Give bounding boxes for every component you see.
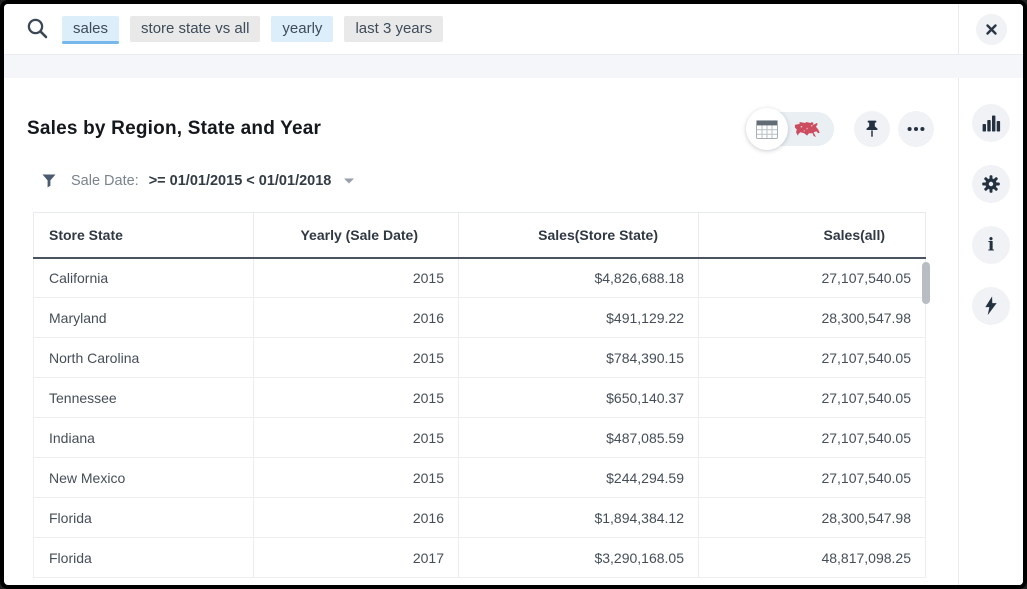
- top-bar: sales store state vs all yearly last 3 y…: [4, 4, 1023, 54]
- filter-row: Sale Date: >= 01/01/2015 < 01/01/2018: [27, 168, 958, 194]
- cell-store-state[interactable]: Florida: [33, 497, 254, 538]
- divider-band: [4, 54, 1023, 78]
- table-row[interactable]: Maryland 2016 $491,129.22 28,300,547.98: [33, 297, 926, 338]
- table-row[interactable]: Florida 2017 $3,290,168.05 48,817,098.25: [33, 537, 926, 578]
- cell-store-state[interactable]: New Mexico: [33, 457, 254, 498]
- cell-value[interactable]: 2015: [253, 257, 459, 298]
- lightning-bolt-icon: [980, 295, 1002, 317]
- table-row[interactable]: New Mexico 2015 $244,294.59 27,107,540.05: [33, 457, 926, 498]
- cell-value[interactable]: $491,129.22: [458, 297, 699, 338]
- table-grid-icon: [756, 119, 778, 139]
- cell-value[interactable]: 2017: [253, 537, 459, 578]
- cell-store-state[interactable]: California: [33, 257, 254, 298]
- pin-button[interactable]: [854, 111, 890, 147]
- table-body: California 2015 $4,826,688.18 27,107,540.05…: [33, 257, 926, 578]
- cell-value[interactable]: $4,826,688.18: [458, 257, 699, 298]
- table-row[interactable]: North Carolina 2015 $784,390.15 27,107,540.…: [33, 337, 926, 378]
- cell-value[interactable]: 2015: [253, 377, 459, 418]
- cell-value[interactable]: 2015: [253, 337, 459, 378]
- main-area: Sales by Region, State and Year: [4, 78, 1023, 585]
- results-table-wrap: Store State Yearly (Sale Date) Sales(Sto…: [33, 212, 930, 578]
- cell-store-state[interactable]: North Carolina: [33, 337, 254, 378]
- cell-value[interactable]: $244,294.59: [458, 457, 699, 498]
- cell-value[interactable]: 27,107,540.05: [698, 457, 926, 498]
- pin-icon: [861, 118, 883, 140]
- cell-value[interactable]: 27,107,540.05: [698, 417, 926, 458]
- cell-value[interactable]: 2015: [253, 457, 459, 498]
- answer-toolbar: [746, 108, 934, 150]
- table-view-button[interactable]: [746, 108, 788, 150]
- cell-value[interactable]: $487,085.59: [458, 417, 699, 458]
- chart-panel-button[interactable]: [972, 104, 1010, 142]
- answer-panel: Sales by Region, State and Year: [4, 78, 958, 585]
- column-header-sales-store-state[interactable]: Sales(Store State): [458, 212, 699, 259]
- table-row[interactable]: California 2015 $4,826,688.18 27,107,540.05: [33, 257, 926, 298]
- table-row[interactable]: Florida 2016 $1,894,384.12 28,300,547.98: [33, 497, 926, 538]
- cell-value[interactable]: 27,107,540.05: [698, 257, 926, 298]
- filter-value[interactable]: >= 01/01/2015 < 01/01/2018: [148, 173, 332, 189]
- usa-map-icon: [794, 121, 822, 138]
- search-icon: [26, 17, 50, 41]
- svg-text:i: i: [988, 236, 995, 256]
- cell-value[interactable]: 28,300,547.98: [698, 497, 926, 538]
- settings-button[interactable]: [972, 165, 1010, 203]
- filter-funnel-icon: [42, 174, 56, 188]
- table-row[interactable]: Indiana 2015 $487,085.59 27,107,540.05: [33, 417, 926, 458]
- cell-value[interactable]: 27,107,540.05: [698, 377, 926, 418]
- cell-value[interactable]: $784,390.15: [458, 337, 699, 378]
- bar-chart-icon: [980, 112, 1002, 134]
- search-token-yearly[interactable]: yearly: [271, 16, 334, 42]
- cell-value[interactable]: $650,140.37: [458, 377, 699, 418]
- more-options-button[interactable]: [898, 111, 934, 147]
- spotiq-button[interactable]: [972, 287, 1010, 325]
- chevron-down-icon[interactable]: [344, 178, 355, 184]
- column-header-store-state[interactable]: Store State: [33, 212, 254, 259]
- cell-value[interactable]: 2015: [253, 417, 459, 458]
- column-header-yearly-sale-date[interactable]: Yearly (Sale Date): [253, 212, 459, 259]
- close-area: [958, 4, 1023, 54]
- view-toggle: [746, 108, 834, 150]
- search-token-store-state-vs-all[interactable]: store state vs all: [130, 16, 261, 42]
- close-button[interactable]: [975, 13, 1007, 45]
- info-icon: i: [980, 234, 1002, 256]
- map-view-button[interactable]: [794, 121, 822, 138]
- ellipsis-icon: [905, 118, 927, 140]
- table-scrollbar-thumb[interactable]: [922, 262, 930, 304]
- cell-store-state[interactable]: Florida: [33, 537, 254, 578]
- cell-store-state[interactable]: Indiana: [33, 417, 254, 458]
- title-row: Sales by Region, State and Year: [27, 108, 934, 150]
- column-header-sales-all[interactable]: Sales(all): [698, 212, 926, 259]
- cell-store-state[interactable]: Tennessee: [33, 377, 254, 418]
- cell-value[interactable]: 48,817,098.25: [698, 537, 926, 578]
- results-table: Store State Yearly (Sale Date) Sales(Sto…: [33, 212, 926, 578]
- cell-value[interactable]: $1,894,384.12: [458, 497, 699, 538]
- cell-value[interactable]: 2016: [253, 497, 459, 538]
- cell-value[interactable]: 27,107,540.05: [698, 337, 926, 378]
- gear-icon: [980, 173, 1002, 195]
- info-button[interactable]: i: [972, 226, 1010, 264]
- search-token-last-3-years[interactable]: last 3 years: [344, 16, 444, 42]
- cell-value[interactable]: $3,290,168.05: [458, 537, 699, 578]
- search-bar[interactable]: sales store state vs all yearly last 3 y…: [4, 4, 958, 54]
- search-token-sales[interactable]: sales: [62, 16, 120, 44]
- close-icon: [984, 22, 999, 37]
- page-title: Sales by Region, State and Year: [27, 118, 322, 139]
- filter-label: Sale Date:: [71, 173, 139, 189]
- cell-store-state[interactable]: Maryland: [33, 297, 254, 338]
- table-row[interactable]: Tennessee 2015 $650,140.37 27,107,540.05: [33, 377, 926, 418]
- cell-value[interactable]: 2016: [253, 297, 459, 338]
- table-header-row: Store State Yearly (Sale Date) Sales(Sto…: [33, 212, 926, 259]
- cell-value[interactable]: 28,300,547.98: [698, 297, 926, 338]
- right-sidebar: i: [958, 78, 1023, 585]
